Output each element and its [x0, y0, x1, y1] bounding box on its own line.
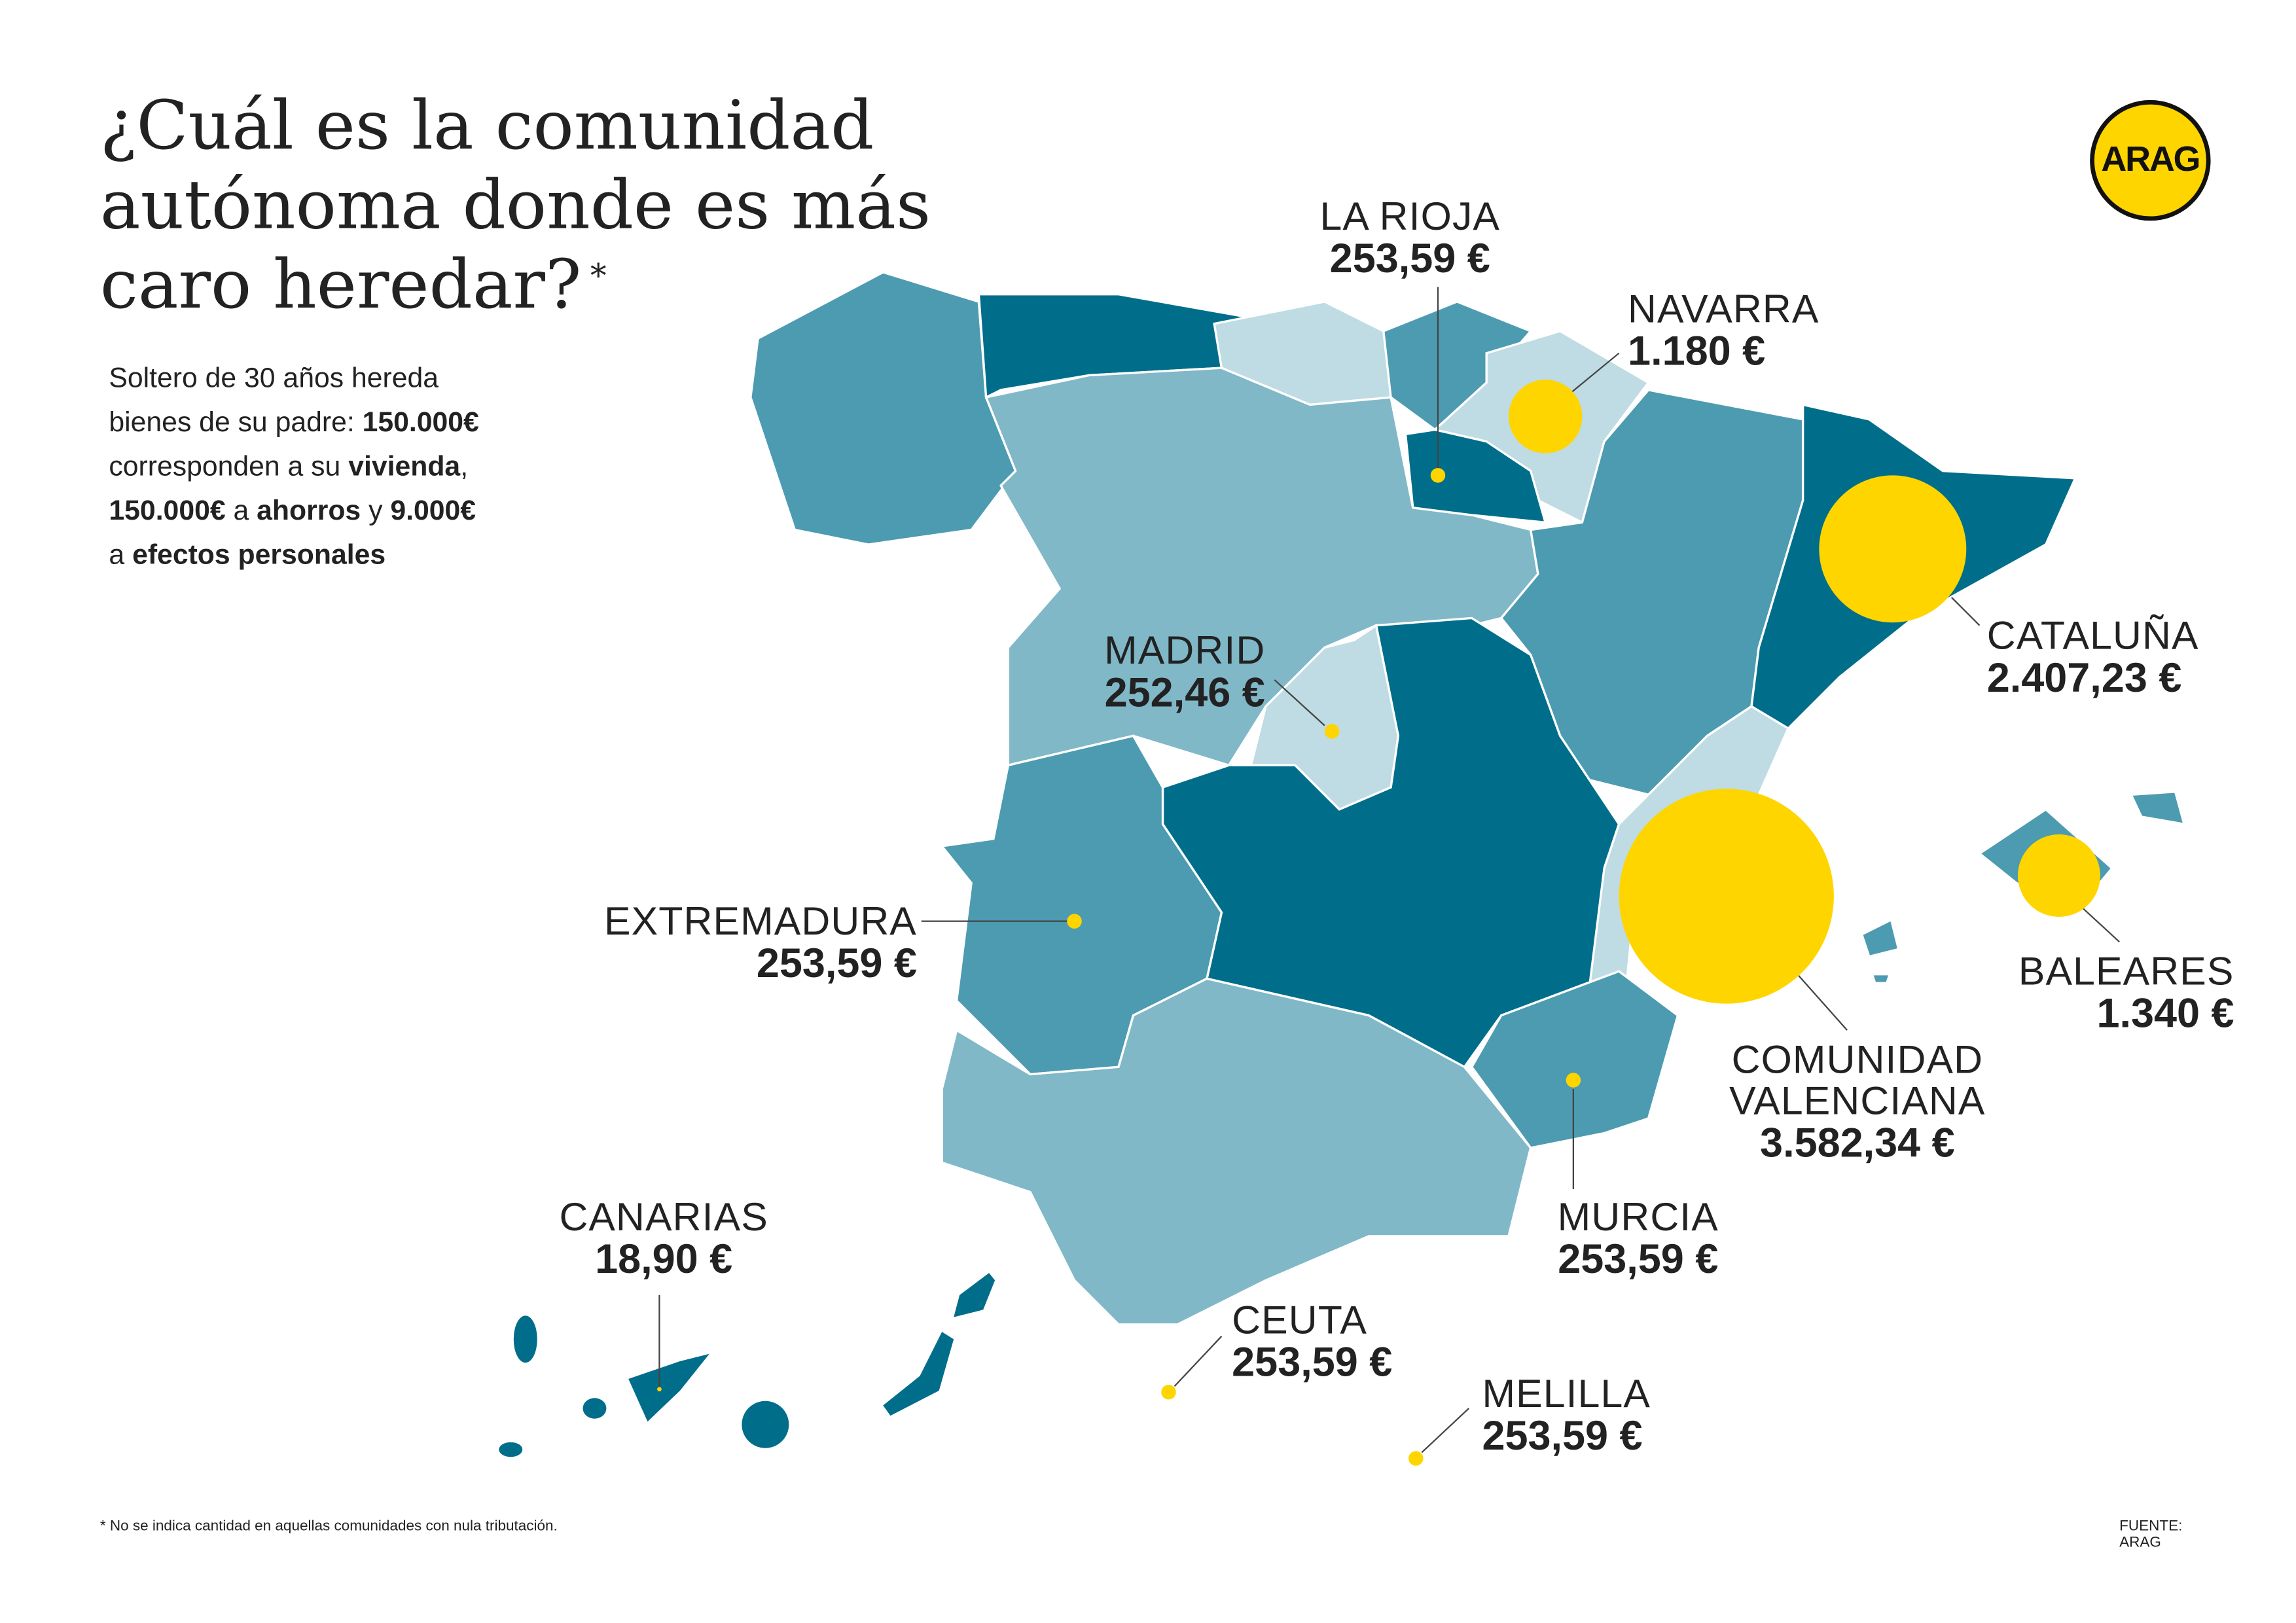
leader-baleares	[2082, 907, 2120, 942]
label-baleares: BALEARES 1.340 €	[2018, 951, 2234, 1036]
subtitle-bold: ahorros	[257, 495, 361, 527]
island-menorca	[2129, 791, 2186, 826]
region-name: VALENCIANA	[1729, 1079, 1986, 1123]
bubble-cataluna	[1819, 475, 1967, 623]
island-fuerteventura	[883, 1332, 954, 1416]
region-name: CEUTA	[1232, 1298, 1368, 1342]
bubble-ceuta	[1161, 1385, 1176, 1400]
region-galicia	[749, 271, 1017, 546]
leader-navarra	[1568, 352, 1620, 395]
region-value: 1.180 €	[1628, 328, 1766, 374]
bubble-murcia	[1566, 1073, 1581, 1088]
subtitle-text: ,	[460, 452, 469, 483]
label-extremadura: EXTREMADURA 253,59 €	[604, 901, 917, 986]
subtitle-bold: 150.000€	[109, 495, 226, 527]
subtitle-bold: 9.000€	[390, 495, 476, 527]
island-el-hierro	[499, 1442, 523, 1457]
subtitle-bold: efectos personales	[132, 540, 386, 571]
label-valenciana: COMUNIDAD VALENCIANA 3.582,34 €	[1729, 1039, 1985, 1166]
arag-logo: ARAG	[2090, 99, 2211, 221]
label-cataluna: CATALUÑA 2.407,23 €	[1987, 615, 2199, 700]
leader-madrid	[1274, 679, 1325, 726]
region-value: 253,59 €	[756, 940, 917, 986]
page-title: ¿Cuál es la comunidad autónoma donde es …	[100, 85, 983, 323]
leader-lines	[658, 287, 2120, 1454]
region-value: 253,59 €	[1482, 1412, 1643, 1459]
region-name: EXTREMADURA	[604, 899, 917, 944]
subtitle-text: bienes de su padre:	[109, 407, 363, 439]
region-madrid	[1249, 623, 1399, 811]
region-name: NAVARRA	[1628, 287, 1820, 331]
bubble-la-rioja	[1430, 468, 1446, 483]
island-lanzarote	[954, 1273, 996, 1317]
bubble-valenciana	[1619, 789, 1834, 1004]
region-value: 3.582,34 €	[1760, 1120, 1955, 1166]
subtitle-text: corresponden a su	[109, 452, 349, 483]
region-name: CANARIAS	[559, 1194, 768, 1240]
subtitle-bold: vivienda	[348, 452, 461, 483]
region-value: 1.340 €	[2096, 990, 2234, 1037]
region-value: 253,59 €	[1558, 1236, 1719, 1282]
region-value: 253,59 €	[1329, 235, 1490, 281]
label-ceuta: CEUTA 253,59 €	[1232, 1300, 1392, 1385]
island-ibiza	[1860, 918, 1900, 958]
island-formentera	[1871, 972, 1892, 984]
region-andalucia	[941, 977, 1532, 1326]
leader-melilla	[1421, 1408, 1469, 1454]
label-la-rioja: LA RIOJA 253,59 €	[1319, 196, 1500, 281]
region-name: MURCIA	[1557, 1194, 1719, 1240]
leader-cataluna	[1950, 597, 1981, 626]
label-canarias: CANARIAS 18,90 €	[559, 1196, 768, 1281]
region-value: 2.407,23 €	[1986, 654, 2182, 701]
island-la-gomera	[583, 1398, 607, 1419]
title-footnote-mark: *	[590, 259, 607, 296]
region-value: 253,59 €	[1232, 1339, 1393, 1385]
label-navarra: NAVARRA 1.180 €	[1628, 289, 1819, 374]
region-la-rioja	[1404, 428, 1547, 524]
label-murcia: MURCIA 253,59 €	[1558, 1196, 1719, 1281]
region-name: CATALUÑA	[1986, 613, 2199, 658]
subtitle: Soltero de 30 años hereda bienes de su p…	[109, 357, 478, 578]
bubble-extremadura	[1067, 914, 1082, 929]
source: FUENTE: ARAG	[2119, 1518, 2183, 1552]
island-gran-canaria	[742, 1400, 789, 1448]
region-name: COMUNIDAD	[1731, 1037, 1984, 1082]
value-bubbles	[657, 380, 2100, 1466]
region-name: LA RIOJA	[1319, 194, 1501, 239]
region-value: 18,90 €	[595, 1236, 733, 1282]
subtitle-text: Soltero de 30 años hereda	[109, 363, 439, 395]
island-la-palma	[513, 1315, 537, 1363]
subtitle-text: a	[109, 540, 133, 571]
region-name: BALEARES	[2018, 949, 2234, 993]
island-tenerife	[628, 1353, 709, 1422]
label-madrid: MADRID 252,46 €	[1104, 630, 1265, 715]
label-melilla: MELILLA 253,59 €	[1482, 1373, 1651, 1458]
leader-ceuta	[1174, 1336, 1223, 1387]
bubble-madrid	[1324, 724, 1340, 739]
footnote: * No se indica cantidad en aquellas comu…	[99, 1518, 558, 1535]
bubble-baleares	[2017, 834, 2100, 917]
logo-text: ARAG	[2101, 139, 2200, 180]
canarias-islands	[499, 1273, 996, 1457]
subtitle-bold: 150.000€	[362, 407, 479, 439]
subtitle-text: y	[361, 495, 391, 527]
region-name: MELILLA	[1482, 1371, 1651, 1416]
region-name: MADRID	[1104, 628, 1266, 673]
bubble-melilla	[1408, 1451, 1424, 1466]
subtitle-text: a	[225, 495, 257, 527]
bubble-navarra	[1508, 380, 1583, 454]
title-text: ¿Cuál es la comunidad autónoma donde es …	[99, 85, 931, 324]
region-value: 252,46 €	[1104, 669, 1265, 715]
region-murcia	[1470, 970, 1679, 1149]
bubble-canarias	[657, 1387, 662, 1392]
